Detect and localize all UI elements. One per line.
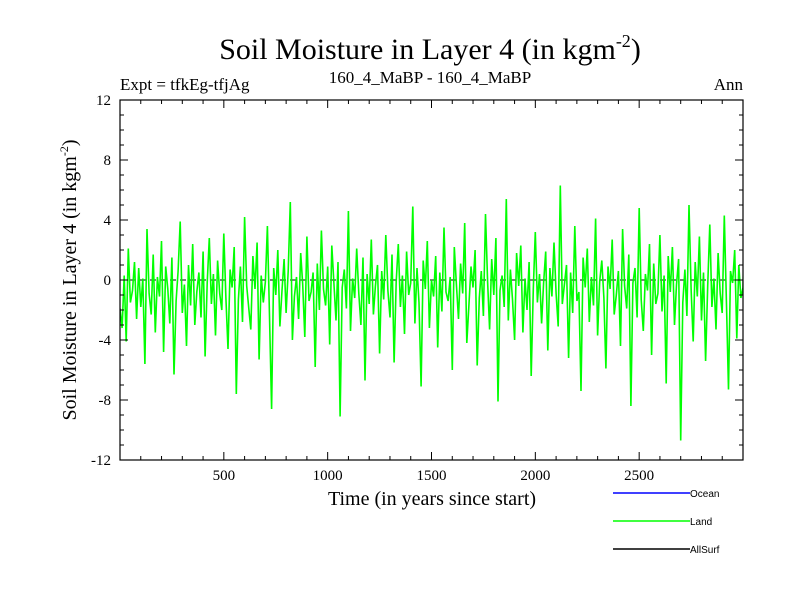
subtitle-left: Expt = tfkEg-tfjAg (120, 75, 250, 94)
y-tick-label: -8 (99, 393, 112, 409)
y-axis-label-close: ) (59, 139, 81, 146)
subtitle-center: 160_4_MaBP - 160_4_MaBP (329, 68, 531, 87)
chart-title-main: Soil Moisture in Layer 4 (in kgm (219, 33, 616, 66)
y-tick-label: 8 (104, 153, 112, 169)
x-tick-label: 1000 (313, 468, 343, 484)
series-line-land (120, 185, 743, 441)
y-tick-label: -4 (99, 333, 112, 349)
subtitle-right: Ann (714, 75, 744, 94)
x-tick-label: 2000 (520, 468, 550, 484)
legend: Ocean Land AllSurf (613, 489, 720, 556)
y-tick-label: 4 (104, 213, 112, 229)
y-axis-label-superscript: -2 (57, 146, 71, 156)
y-tick-label: 12 (96, 93, 111, 109)
chart-title-close: ) (631, 33, 641, 66)
x-tick-label: 1500 (417, 468, 447, 484)
x-axis-label: Time (in years since start) (328, 488, 536, 510)
y-tick-label: 0 (104, 273, 112, 289)
chart-title: Soil Moisture in Layer 4 (in kgm-2) (219, 31, 641, 66)
legend-label-land: Land (690, 517, 712, 528)
legend-label-ocean: Ocean (690, 489, 719, 500)
plot-area (120, 185, 743, 441)
legend-label-allsurf: AllSurf (690, 545, 720, 556)
y-axis-label-main: Soil Moisture in Layer 4 (in kgm (59, 156, 81, 421)
y-axis-label: Soil Moisture in Layer 4 (in kgm-2) (57, 139, 81, 420)
chart-title-superscript: -2 (616, 31, 631, 51)
x-tick-label: 500 (213, 468, 236, 484)
axes: 500 1000 1500 2000 2500 -12 -8 -4 0 4 8 12 (91, 93, 744, 484)
x-tick-label: 2500 (624, 468, 654, 484)
y-tick-label: -12 (91, 453, 111, 469)
